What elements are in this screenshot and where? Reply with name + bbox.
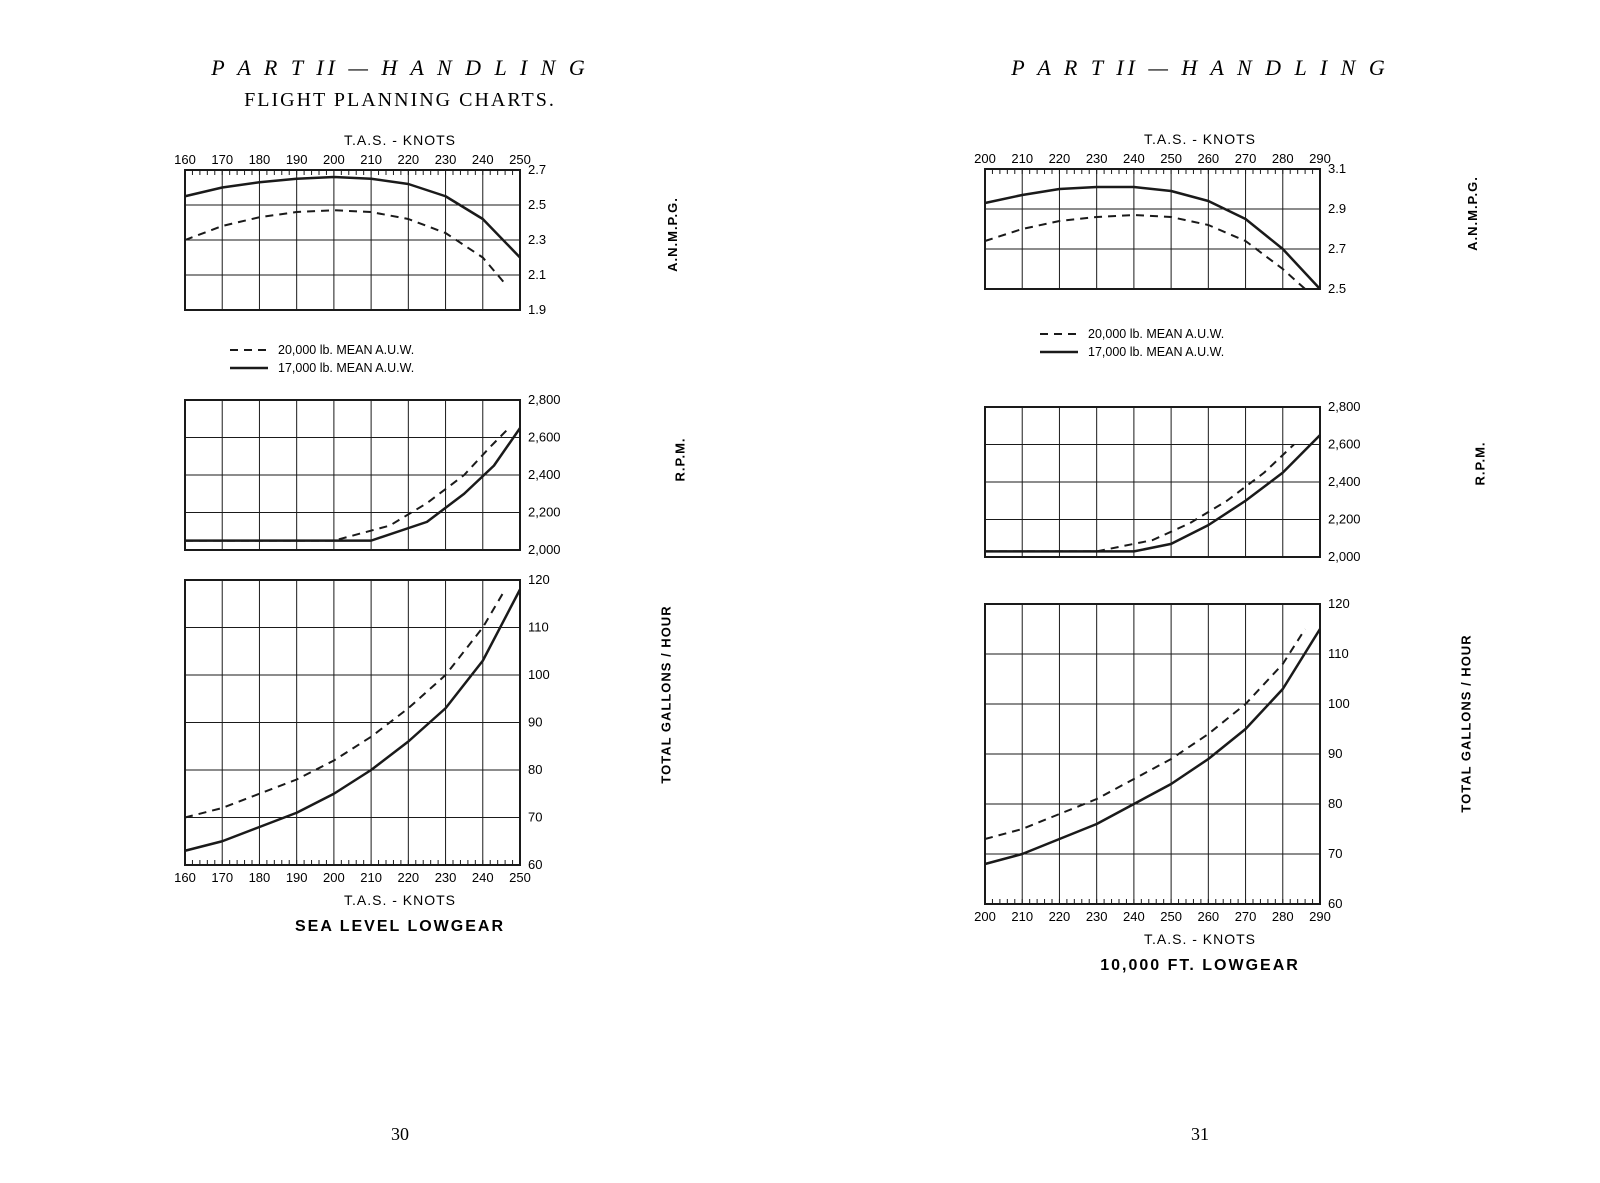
- svg-text:250: 250: [1160, 151, 1182, 166]
- svg-text:210: 210: [360, 870, 382, 885]
- svg-text:2,800: 2,800: [1328, 399, 1361, 414]
- svg-text:270: 270: [1235, 909, 1257, 924]
- svg-text:2.7: 2.7: [1328, 241, 1346, 256]
- svg-text:1.9: 1.9: [528, 302, 546, 317]
- ylabel-gph-left: TOTAL GALLONS / HOUR: [658, 605, 673, 783]
- svg-text:100: 100: [1328, 696, 1350, 711]
- svg-text:2,600: 2,600: [1328, 437, 1361, 452]
- svg-text:70: 70: [528, 810, 542, 825]
- svg-text:60: 60: [528, 857, 542, 872]
- svg-text:17,000 lb. MEAN A.U.W.: 17,000 lb. MEAN A.U.W.: [1088, 345, 1224, 359]
- svg-text:180: 180: [249, 870, 271, 885]
- caption-left: SEA LEVEL LOWGEAR: [140, 918, 660, 936]
- subtitle: FLIGHT PLANNING CHARTS.: [0, 89, 800, 112]
- svg-text:200: 200: [974, 909, 996, 924]
- svg-text:200: 200: [323, 152, 345, 167]
- svg-text:2.9: 2.9: [1328, 201, 1346, 216]
- svg-text:2,800: 2,800: [528, 392, 561, 407]
- svg-text:2,200: 2,200: [528, 505, 561, 520]
- svg-text:2.3: 2.3: [528, 232, 546, 247]
- chart-right-wrap: T.A.S. - KNOTS 2002102202302402502602702…: [940, 131, 1460, 975]
- svg-text:250: 250: [1160, 909, 1182, 924]
- page-right: P A R T II — H A N D L I N G T.A.S. - KN…: [800, 0, 1600, 1183]
- ylabel-anmpg-right: A.N.M.P.G.: [1465, 176, 1480, 251]
- svg-text:240: 240: [1123, 151, 1145, 166]
- caption-right: 10,000 FT. LOWGEAR: [940, 957, 1460, 975]
- bottom-axis-label-left: T.A.S. - KNOTS: [140, 892, 660, 908]
- svg-text:90: 90: [1328, 746, 1342, 761]
- svg-text:160: 160: [174, 870, 196, 885]
- ylabel-rpm-left: R.P.M.: [672, 437, 687, 481]
- svg-text:270: 270: [1235, 151, 1257, 166]
- svg-text:2,000: 2,000: [1328, 549, 1361, 564]
- svg-text:90: 90: [528, 715, 542, 730]
- svg-text:2,200: 2,200: [1328, 512, 1361, 527]
- svg-text:120: 120: [528, 572, 550, 587]
- svg-text:2.7: 2.7: [528, 162, 546, 177]
- svg-text:110: 110: [1328, 646, 1349, 661]
- svg-text:110: 110: [528, 620, 549, 635]
- svg-text:2,600: 2,600: [528, 430, 561, 445]
- svg-text:160: 160: [174, 152, 196, 167]
- chart-left-svg: 160 170 180 190 200 210 220 230 240 250 160 170 180 1…: [140, 150, 660, 890]
- svg-text:2.1: 2.1: [528, 267, 546, 282]
- svg-text:230: 230: [435, 152, 457, 167]
- page-left: P A R T II — H A N D L I N G FLIGHT PLAN…: [0, 0, 800, 1183]
- ylabel-rpm-right: R.P.M.: [1472, 441, 1487, 485]
- svg-text:290: 290: [1309, 909, 1331, 924]
- svg-text:240: 240: [472, 152, 494, 167]
- top-axis-label-right: T.A.S. - KNOTS: [940, 131, 1460, 147]
- svg-text:210: 210: [1011, 151, 1033, 166]
- bottom-axis-label-right: T.A.S. - KNOTS: [940, 931, 1460, 947]
- svg-text:240: 240: [472, 870, 494, 885]
- svg-text:120: 120: [1328, 596, 1350, 611]
- svg-text:190: 190: [286, 152, 308, 167]
- svg-text:220: 220: [1049, 151, 1071, 166]
- svg-text:210: 210: [360, 152, 382, 167]
- svg-text:17,000 lb. MEAN A.U.W.: 17,000 lb. MEAN A.U.W.: [278, 361, 414, 375]
- svg-text:2,000: 2,000: [528, 542, 561, 557]
- svg-text:230: 230: [435, 870, 457, 885]
- svg-text:60: 60: [1328, 896, 1342, 911]
- svg-text:230: 230: [1086, 151, 1108, 166]
- svg-text:2,400: 2,400: [528, 467, 561, 482]
- svg-text:80: 80: [528, 762, 542, 777]
- svg-text:20,000 lb. MEAN A.U.W.: 20,000 lb. MEAN A.U.W.: [1088, 327, 1224, 341]
- svg-text:220: 220: [397, 870, 419, 885]
- svg-text:220: 220: [1049, 909, 1071, 924]
- svg-text:230: 230: [1086, 909, 1108, 924]
- svg-text:260: 260: [1197, 909, 1219, 924]
- svg-text:210: 210: [1011, 909, 1033, 924]
- svg-text:2,400: 2,400: [1328, 474, 1361, 489]
- top-axis-label-left: T.A.S. - KNOTS: [140, 132, 660, 148]
- ylabel-gph-right: TOTAL GALLONS / HOUR: [1458, 634, 1473, 812]
- chart-left-wrap: T.A.S. - KNOTS 160 170 180 190 200 210 220 230 2…: [140, 132, 660, 936]
- chart-right-svg: 200 210 220 230 240 250 260 270 280 290 200 210 220 2…: [940, 149, 1460, 929]
- svg-text:2.5: 2.5: [528, 197, 546, 212]
- page-num-left: 30: [0, 1124, 800, 1145]
- svg-text:2.5: 2.5: [1328, 281, 1346, 296]
- svg-text:200: 200: [974, 151, 996, 166]
- svg-text:250: 250: [509, 870, 531, 885]
- svg-text:70: 70: [1328, 846, 1342, 861]
- svg-text:180: 180: [249, 152, 271, 167]
- svg-text:200: 200: [323, 870, 345, 885]
- svg-text:220: 220: [397, 152, 419, 167]
- svg-text:20,000 lb. MEAN A.U.W.: 20,000 lb. MEAN A.U.W.: [278, 343, 414, 357]
- svg-text:3.1: 3.1: [1328, 161, 1346, 176]
- svg-text:190: 190: [286, 870, 308, 885]
- svg-text:170: 170: [211, 152, 233, 167]
- svg-text:100: 100: [528, 667, 550, 682]
- svg-text:170: 170: [211, 870, 233, 885]
- part-heading-right: P A R T II — H A N D L I N G: [800, 55, 1600, 81]
- svg-text:240: 240: [1123, 909, 1145, 924]
- page-num-right: 31: [800, 1124, 1600, 1145]
- svg-text:80: 80: [1328, 796, 1342, 811]
- ylabel-anmpg-left: A.N.M.P.G.: [665, 197, 680, 272]
- svg-text:280: 280: [1272, 909, 1294, 924]
- svg-text:260: 260: [1197, 151, 1219, 166]
- svg-text:280: 280: [1272, 151, 1294, 166]
- part-heading-left: P A R T II — H A N D L I N G: [0, 55, 800, 81]
